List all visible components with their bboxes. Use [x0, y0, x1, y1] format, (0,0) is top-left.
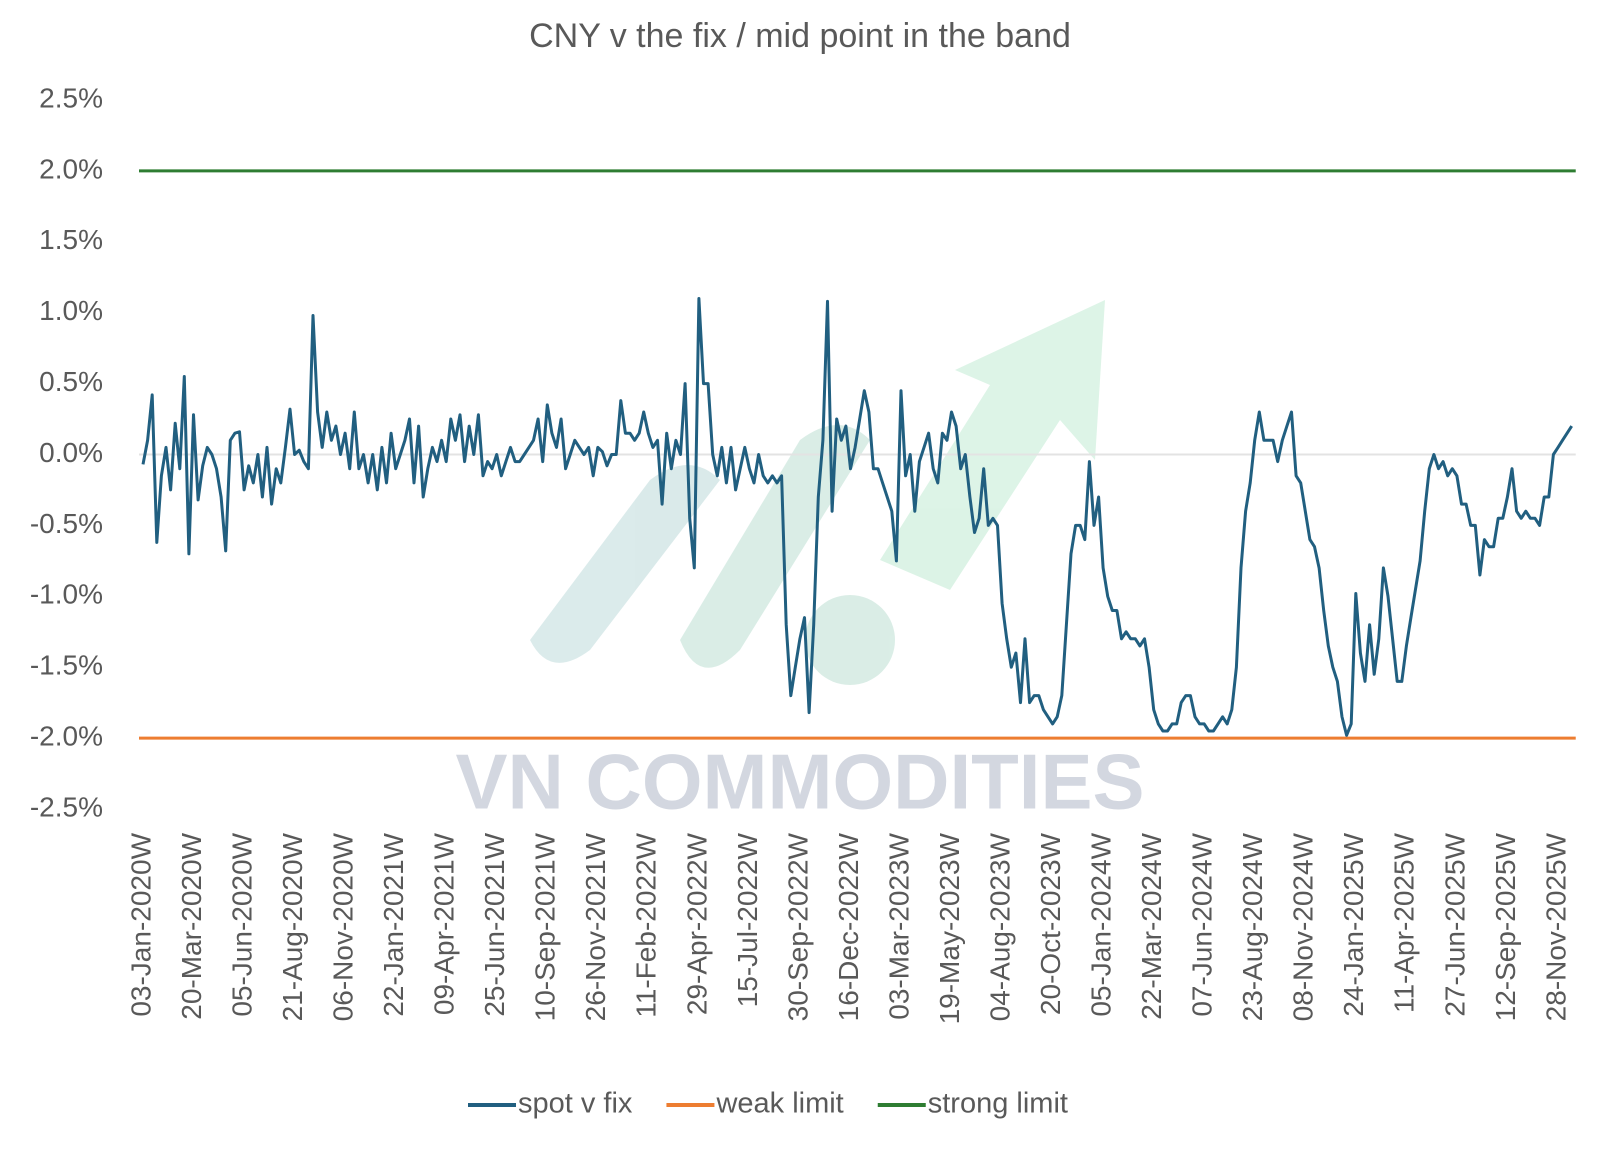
x-tick-label: 12-Sep-2025W: [1490, 832, 1521, 1021]
x-tick-label: 05-Jan-2024W: [1086, 832, 1117, 1016]
x-tick-label: 28-Nov-2025W: [1540, 832, 1571, 1021]
x-tick-label: 23-Aug-2024W: [1237, 832, 1268, 1021]
x-tick-label: 27-Jun-2025W: [1439, 832, 1470, 1016]
y-tick-label: -1.5%: [30, 650, 103, 681]
y-tick-label: -0.5%: [30, 508, 103, 539]
x-tick-label: 24-Jan-2025W: [1338, 832, 1369, 1016]
x-tick-label: 11-Apr-2025W: [1389, 832, 1420, 1013]
x-tick-label: 21-Aug-2020W: [277, 832, 308, 1021]
x-tick-label: 30-Sep-2022W: [782, 832, 813, 1021]
x-tick-label: 15-Jul-2022W: [732, 832, 763, 1007]
legend-label: weak limit: [715, 1088, 843, 1120]
x-tick-label: 05-Jun-2020W: [226, 832, 257, 1016]
x-tick-label: 29-Apr-2022W: [681, 832, 712, 1015]
legend-label: spot v fix: [518, 1088, 633, 1120]
chart-title: CNY v the fix / mid point in the band: [529, 17, 1071, 55]
series-line: [141, 297, 1573, 737]
y-tick-label: 1.0%: [39, 295, 103, 326]
x-tick-label: 04-Aug-2023W: [984, 832, 1015, 1021]
x-tick-label: 25-Jun-2021W: [479, 832, 510, 1016]
x-tick-label: 20-Oct-2023W: [1035, 832, 1066, 1015]
legend-label: strong limit: [928, 1088, 1068, 1120]
watermark: VN COMMODITIES: [455, 738, 1144, 826]
x-tick-label: 22-Mar-2024W: [1136, 832, 1167, 1019]
x-tick-label: 08-Nov-2024W: [1288, 832, 1319, 1021]
y-tick-label: 2.5%: [39, 82, 103, 113]
x-tick-label: 03-Jan-2020W: [125, 832, 156, 1016]
x-tick-label: 20-Mar-2020W: [176, 832, 207, 1019]
legend: spot v fix weak limit strong limit: [468, 1088, 1068, 1120]
y-tick-label: 1.5%: [39, 224, 103, 255]
y-tick-label: 0.5%: [39, 366, 103, 397]
x-tick-label: 09-Apr-2021W: [429, 832, 460, 1015]
x-tick-label: 26-Nov-2021W: [580, 832, 611, 1021]
x-tick-label: 10-Sep-2021W: [530, 832, 561, 1021]
y-tick-label: -2.5%: [30, 791, 103, 822]
x-tick-label: 03-Mar-2023W: [883, 832, 914, 1019]
x-tick-label: 11-Feb-2022W: [631, 832, 662, 1017]
watermark-logo: [530, 300, 1105, 685]
x-tick-label: 07-Jun-2024W: [1187, 832, 1218, 1016]
x-tick-label: 06-Nov-2020W: [328, 832, 359, 1021]
y-tick-label: -1.0%: [30, 579, 103, 610]
y-tick-label: 2.0%: [39, 153, 103, 184]
x-tick-label: 16-Dec-2022W: [833, 832, 864, 1021]
y-tick-label: -2.0%: [30, 720, 103, 751]
y-tick-label: 0.0%: [39, 437, 103, 468]
x-tick-label: 22-Jan-2021W: [378, 832, 409, 1016]
x-tick-label: 19-May-2023W: [934, 832, 965, 1024]
